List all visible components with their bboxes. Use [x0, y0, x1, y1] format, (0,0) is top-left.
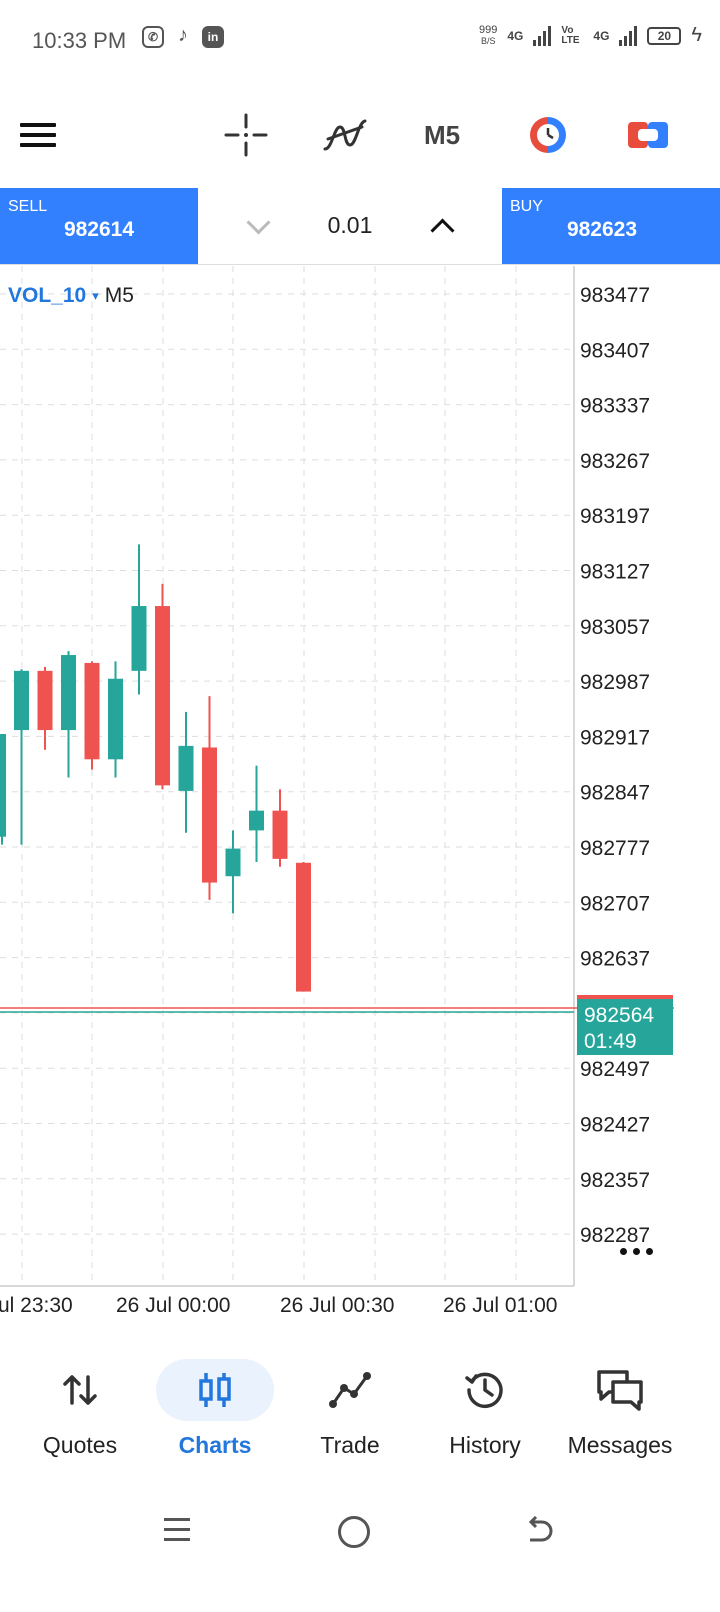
nav-history[interactable]: History [417, 1352, 553, 1472]
network-type-2: 4G [593, 28, 610, 43]
candle-body [272, 810, 288, 859]
candle-body [202, 747, 217, 883]
candle-body [14, 670, 29, 731]
candle-body [84, 662, 100, 760]
price-tick-label: 982917 [580, 726, 650, 749]
price-tick-label: 983267 [580, 450, 650, 473]
price-tick-label: 982847 [580, 782, 650, 805]
status-time: 10:33 PM [32, 28, 127, 53]
symbol-name[interactable]: VOL_10 [8, 284, 87, 307]
lot-size-control: 0.01 [198, 188, 502, 264]
candle-body [61, 655, 76, 731]
tiktok-icon: ♪ [178, 24, 188, 46]
nav-quotes[interactable]: Quotes [12, 1352, 148, 1472]
bottom-navigation: Quotes Charts Trade History Messages [0, 1352, 720, 1472]
symbol-selector[interactable]: VOL_10 ▾ M5 [8, 284, 134, 308]
buy-label: BUY [510, 198, 543, 215]
price-tick-label: 983337 [580, 395, 650, 418]
history-icon [417, 1366, 553, 1414]
system-navigation-bar [0, 1500, 720, 1612]
data-speed: 999 B/S [479, 23, 498, 46]
buy-price: 982623 [566, 218, 638, 241]
one-click-trade-panel: SELL 982614 0.01 BUY 982623 [0, 188, 720, 265]
time-tick-label: ul 23:30 [0, 1294, 73, 1317]
price-tick-label: 982637 [580, 948, 650, 971]
candle-body [131, 606, 147, 671]
price-tick-label: 983477 [580, 284, 650, 307]
candle-body [108, 678, 123, 760]
more-icon[interactable] [620, 1248, 653, 1255]
charging-icon: ϟ [691, 24, 702, 46]
price-tick-label: 982497 [580, 1058, 650, 1081]
candle-body [296, 862, 311, 992]
nav-charts[interactable]: Charts [147, 1352, 283, 1472]
current-price-badge [577, 995, 673, 1055]
nav-messages[interactable]: Messages [552, 1352, 688, 1472]
price-tick-label: 983057 [580, 616, 650, 639]
sell-button[interactable]: SELL 982614 [0, 188, 198, 264]
candlestick-chart[interactable]: 983477 983407 983337 983267 983197 983127 9830… [0, 266, 720, 1326]
signal-icon [533, 25, 552, 46]
price-chart[interactable]: 983477 983407 983337 983267 983197 983127 9830… [0, 266, 720, 1326]
nav-trade[interactable]: Trade [282, 1352, 418, 1472]
chart-toolbar: M5 [0, 90, 720, 180]
timeframe-button[interactable]: M5 [424, 119, 461, 150]
system-indicators: 999 B/S 4G Vo LTE 4G 20 ϟ [479, 24, 702, 47]
notification-icons: ✆ ♪ in [142, 24, 224, 48]
quotes-icon [12, 1366, 148, 1414]
candle-body [249, 810, 264, 831]
sell-label: SELL [8, 198, 48, 215]
status-bar: 10:33 PM ✆ ♪ in 999 B/S 4G Vo LTE 4G 20 … [0, 0, 720, 80]
linkedin-icon: in [202, 26, 224, 48]
one-click-trading-icon[interactable] [526, 112, 570, 158]
home-icon[interactable] [338, 1516, 370, 1548]
price-tick-label: 983127 [580, 561, 650, 584]
crosshair-icon[interactable] [224, 112, 268, 158]
price-tick-label: 983197 [580, 505, 650, 528]
price-tick-label: 983407 [580, 339, 650, 362]
candle-body [178, 745, 194, 791]
symbol-caret-icon[interactable]: ▾ [92, 288, 99, 303]
candle-body [225, 848, 241, 877]
candle-body [37, 670, 53, 731]
candle-body [155, 606, 170, 786]
ask-marker [577, 995, 673, 999]
messages-icon [552, 1366, 688, 1414]
candle-body [0, 734, 6, 837]
buy-button[interactable]: BUY 982623 [502, 188, 720, 264]
current-price-label: 982564 [584, 1004, 654, 1027]
indicators-icon[interactable] [322, 112, 368, 158]
lot-size-input[interactable]: 0.01 [327, 212, 373, 238]
signal-icon-2 [619, 25, 638, 46]
charts-icon [147, 1359, 283, 1421]
trade-icon [282, 1366, 418, 1414]
trade-toggle-icon[interactable] [626, 112, 670, 158]
network-type: 4G [507, 28, 524, 43]
bar-countdown-label: 01:49 [584, 1030, 637, 1053]
whatsapp-icon: ✆ [142, 26, 164, 48]
price-tick-label: 982987 [580, 671, 650, 694]
time-tick-label: 26 Jul 00:00 [116, 1294, 230, 1317]
time-tick-label: 26 Jul 00:30 [280, 1294, 394, 1317]
back-icon[interactable] [524, 1515, 554, 1551]
price-tick-label: 982707 [580, 892, 650, 915]
menu-icon[interactable] [20, 112, 56, 158]
sell-price: 982614 [63, 218, 135, 241]
price-tick-label: 982777 [580, 837, 650, 860]
battery-icon: 20 [647, 26, 682, 45]
volte-indicator: Vo LTE [561, 24, 580, 46]
price-tick-label: 982357 [580, 1169, 650, 1192]
price-tick-label: 982427 [580, 1114, 650, 1137]
price-tick-label: 982287 [580, 1224, 650, 1247]
time-tick-label: 26 Jul 01:00 [443, 1294, 557, 1317]
chart-timeframe: M5 [104, 284, 134, 307]
recent-apps-icon[interactable] [164, 1518, 190, 1548]
